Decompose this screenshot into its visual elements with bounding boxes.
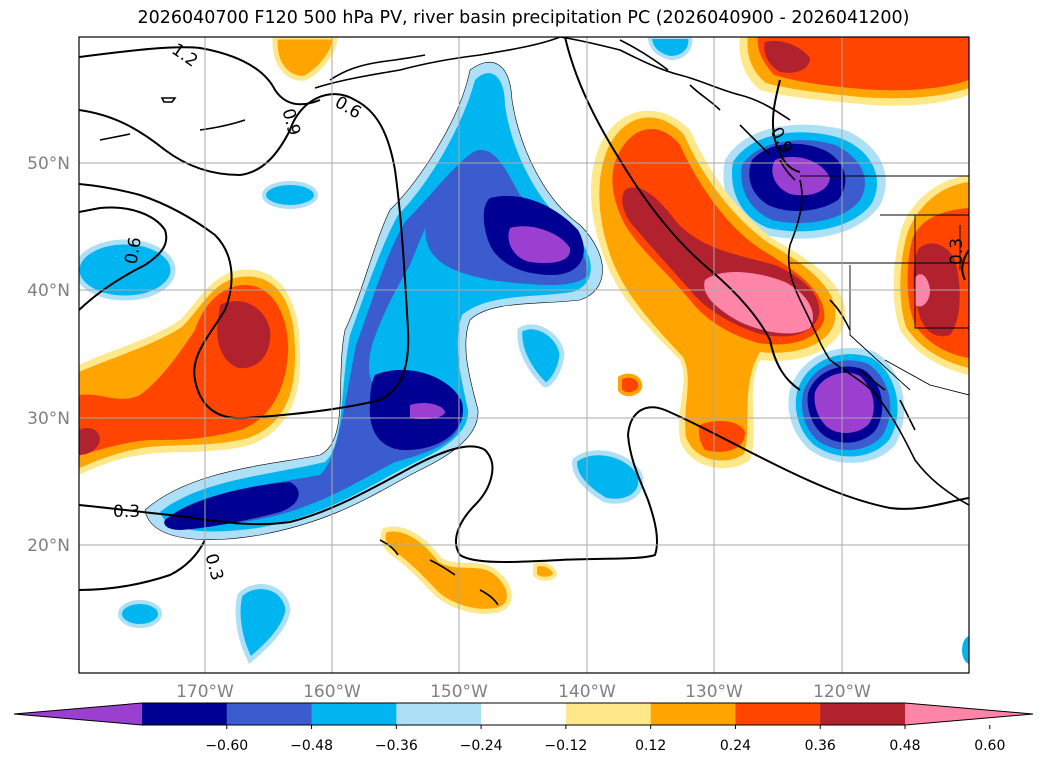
colorbar-label-024: 0.24 [720, 738, 751, 754]
colorbar-label-neg-024: −0.24 [460, 738, 503, 754]
lat-label-40n: 40°N [27, 281, 70, 301]
pv-contour-east [564, 37, 801, 391]
negative-anomaly-core-4 [508, 226, 571, 264]
positive-west-strong [217, 301, 271, 369]
colorbar-cell [650, 703, 736, 725]
negative-blob-center [517, 324, 565, 388]
negative-blob-south-east [572, 450, 644, 504]
gridlines [79, 37, 969, 673]
coastlines [99, 37, 969, 606]
colorbar-outline [13, 702, 1034, 726]
lon-label-120w: 120°W [813, 682, 871, 702]
colorbar-cell [565, 703, 652, 725]
positive-hawaii [380, 526, 512, 614]
colorbar-cell [820, 703, 906, 725]
colorbar-label-048: 0.48 [889, 738, 920, 754]
colorbar-cell [142, 703, 228, 725]
pv-contour-0-3 [79, 406, 969, 564]
lat-label-50n: 50°N [27, 154, 70, 174]
colorbar-label-060: 0.60 [974, 738, 1005, 754]
colorbar-extend-high [905, 703, 1033, 725]
longitude-labels: 170°W 160°W 150°W 140°W 130°W 120°W [176, 682, 871, 702]
pv-contours [79, 37, 969, 591]
lon-label-130w: 130°W [685, 682, 743, 702]
map-title: 2026040700 F120 500 hPa PV, river basin … [137, 8, 910, 28]
negative-blob-south-west [118, 600, 162, 628]
positive-blob-small-south [533, 562, 558, 581]
contour-label-0-3-east: 0.3 [947, 238, 967, 265]
colorbar-cell [735, 703, 821, 725]
latitude-labels: 50°N 40°N 30°N 20°N [27, 154, 70, 556]
colorbar-label-neg-012: −0.12 [544, 738, 587, 754]
colorbar-label-neg-036: −0.36 [375, 738, 418, 754]
colorbar-extend-low [14, 703, 142, 725]
positive-west-small [79, 428, 100, 455]
colorbar-label-neg-048: −0.48 [290, 738, 333, 754]
negative-blob-north-top [647, 37, 693, 61]
colorbar-cells [13, 702, 1034, 729]
colorbar-label-036: 0.36 [805, 738, 836, 754]
negative-blob-south [235, 584, 291, 664]
lon-label-170w: 170°W [176, 682, 234, 702]
map-panel: 1.2 0.9 0.6 0.6 0.3 0.3 0.3 0.9 [78, 36, 970, 674]
colorbar-labels: −0.60 −0.48 −0.36 −0.24 −0.12 0.12 0.24 … [205, 738, 1005, 754]
lon-label-140w: 140°W [558, 682, 616, 702]
lon-label-150w: 150°W [430, 682, 488, 702]
pv-contour-inland [961, 249, 969, 281]
contour-label-0-3-west: 0.3 [113, 502, 140, 522]
contour-label-0-6-west: 0.6 [121, 236, 145, 266]
lat-label-20n: 20°N [27, 536, 70, 556]
positive-anomaly-band-peak [704, 271, 813, 334]
pv-contour-0-9 [79, 93, 410, 420]
positive-north-east-strong [764, 40, 810, 73]
positive-north-east-core [757, 37, 969, 91]
positive-blob-small-center [618, 373, 643, 397]
colorbar-label-neg-060: −0.60 [205, 738, 248, 754]
colorbar-label-012: 0.12 [635, 738, 666, 754]
negative-blob-west [79, 239, 176, 301]
colorbar: −0.60 −0.48 −0.36 −0.24 −0.12 0.12 0.24 … [13, 702, 1034, 754]
negative-anomaly-core-2 [172, 149, 589, 525]
pv-contour-0-6 [79, 206, 168, 311]
map-frame [78, 36, 970, 674]
precipitation-fill: 1.2 0.9 0.6 0.6 0.3 0.3 0.3 0.9 [79, 37, 969, 673]
colorbar-cell [311, 703, 397, 725]
fill-outline [144, 62, 603, 540]
negative-anomaly-core-6 [410, 402, 445, 420]
positive-blob-north-west [272, 37, 338, 81]
negative-blob-edge [962, 636, 969, 664]
negative-blob-north [262, 181, 318, 209]
colorbar-cell [396, 703, 482, 725]
pv-contour-0-3-south [79, 539, 206, 591]
political-borders [790, 175, 969, 396]
colorbar-cell [481, 703, 567, 725]
pv-contour-north-east [771, 79, 801, 173]
colorbar-cell [226, 703, 313, 725]
pv-contour-1-2 [79, 46, 321, 106]
lat-label-30n: 30°N [27, 409, 70, 429]
lon-label-160w: 160°W [303, 682, 361, 702]
